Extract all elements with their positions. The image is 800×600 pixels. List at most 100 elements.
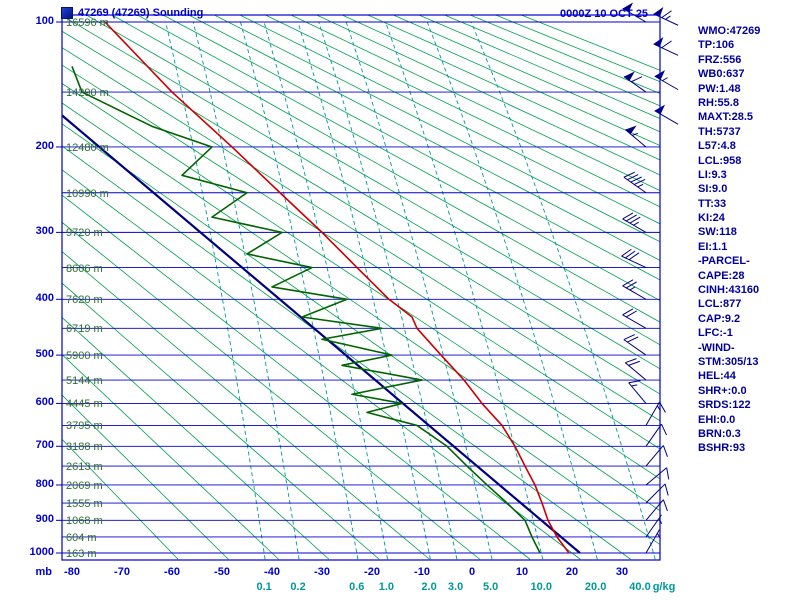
height-label: 4445 m xyxy=(66,398,103,411)
dry-adiabat-line xyxy=(418,15,660,119)
mixing-ratio-label: 20.0 xyxy=(584,581,607,593)
temp-tick-label: 30 xyxy=(615,566,629,578)
wind-barb xyxy=(622,279,647,300)
pressure-tick-label: 700 xyxy=(35,439,54,452)
stats-line: SRDS:122 xyxy=(698,399,751,412)
temp-tick-label: 20 xyxy=(565,566,579,578)
wind-barb xyxy=(654,70,679,91)
stats-line: TP:106 xyxy=(698,39,735,52)
stats-line: TT:33 xyxy=(698,197,727,210)
stats-line: PW:1.48 xyxy=(698,82,741,95)
temp-tick-label: -70 xyxy=(114,566,130,578)
stats-line: KI:24 xyxy=(698,212,725,225)
wind-barb xyxy=(623,334,647,356)
temp-tick-label: -40 xyxy=(264,566,280,578)
datetime-label: 0000Z 10 OCT 25 xyxy=(560,8,649,20)
height-label: 5900 m xyxy=(66,350,103,363)
dry-adiabat-line xyxy=(341,15,660,161)
height-label: 3188 m xyxy=(66,441,103,454)
temp-tick-label: 10 xyxy=(515,566,529,578)
stats-line: STM:305/13 xyxy=(698,355,759,368)
dry-adiabat-line xyxy=(367,15,660,147)
pressure-tick-label: 600 xyxy=(35,396,54,409)
stats-line: L57:4.8 xyxy=(698,140,736,153)
mixing-ratio-label: 40.0 xyxy=(629,581,651,593)
wind-barb xyxy=(628,380,647,404)
wind-barb xyxy=(622,308,647,329)
stats-panel: WMO:47269 TP:106 FRZ:556 WB0:637 PW:1.48 RH:5… xyxy=(698,24,760,456)
dry-adiabat-line xyxy=(62,47,660,422)
dry-adiabat-line xyxy=(62,169,581,560)
temp-tick-label: -60 xyxy=(164,566,180,578)
wind-barb xyxy=(622,212,647,233)
mixing-ratio-line xyxy=(192,21,300,560)
wind-barb xyxy=(624,358,647,381)
dry-adiabat-line xyxy=(62,221,480,560)
temp-tick-label: -50 xyxy=(214,566,230,578)
height-label: 10990 m xyxy=(66,187,109,200)
wind-barb xyxy=(653,37,679,56)
pressure-tick-label: 900 xyxy=(35,513,54,526)
height-label: 6719 m xyxy=(66,323,103,336)
height-label: 2613 m xyxy=(66,461,103,474)
pressure-tick-label: 400 xyxy=(35,292,54,305)
mixing-ratio-line xyxy=(165,21,266,560)
temp-tick-label: -30 xyxy=(314,566,330,578)
stats-line: TH:5737 xyxy=(698,125,741,138)
wind-barb xyxy=(624,125,647,148)
dry-adiabat-line xyxy=(188,15,660,261)
temperature-curve xyxy=(104,21,570,554)
stats-line: BRN:0.3 xyxy=(698,427,741,440)
dry-adiabat-line xyxy=(111,15,660,323)
height-label: 5144 m xyxy=(66,375,103,388)
height-label: 12480 m xyxy=(66,141,109,154)
stats-line: RH:55.8 xyxy=(698,96,739,109)
height-label: 16596 m xyxy=(66,17,109,29)
dry-adiabat-line xyxy=(62,438,179,560)
stats-line: MAXT:28.5 xyxy=(698,111,754,124)
wind-barb xyxy=(621,248,647,268)
dry-adiabat-line xyxy=(392,15,660,133)
dry-adiabat-line xyxy=(62,316,330,560)
height-label: 1068 m xyxy=(66,515,103,528)
stats-line: WB0:637 xyxy=(698,68,745,81)
pressure-tick-label: 800 xyxy=(35,477,54,490)
dry-adiabat-line xyxy=(62,145,631,560)
mixing-ratio-line xyxy=(345,21,493,560)
dry-adiabat-line xyxy=(62,251,430,560)
dry-adiabat-line xyxy=(85,15,660,346)
dry-adiabat-line xyxy=(62,123,660,546)
dry-adiabat-line xyxy=(62,194,531,560)
dry-adiabat-line xyxy=(62,64,660,450)
temp-tick-label: -80 xyxy=(64,566,80,578)
mixing-ratio-line xyxy=(470,21,656,560)
height-label: 7620 m xyxy=(66,294,103,307)
mixing-ratio-label: 2.0 xyxy=(421,581,437,593)
dry-adiabat-line xyxy=(137,15,660,301)
height-label: 9720 m xyxy=(66,227,103,240)
dry-adiabat-line xyxy=(62,30,660,395)
mixing-ratio-label: 0.6 xyxy=(349,581,365,593)
stats-line: LI:9.3 xyxy=(698,168,727,181)
wind-barb xyxy=(645,483,669,504)
temp-tick-label: -20 xyxy=(364,566,380,578)
mixing-ratio-unit-label: g/kg xyxy=(652,581,676,593)
mixing-ratio-line xyxy=(297,21,431,560)
wind-barb xyxy=(645,423,668,447)
wind-barb xyxy=(654,104,679,125)
mixing-ratio-line xyxy=(385,21,544,560)
height-label: 163 m xyxy=(66,548,97,560)
stats-line: -PARCEL- xyxy=(698,255,750,268)
app-icon[interactable] xyxy=(61,7,73,19)
mixing-ratio-label: 0.2 xyxy=(290,581,306,593)
dry-adiabat-line xyxy=(265,15,660,208)
wind-barb xyxy=(653,6,679,26)
dry-adiabat-line xyxy=(290,15,660,191)
dry-adiabat-line xyxy=(62,394,229,560)
stats-line: CAPE:28 xyxy=(698,269,745,282)
grid-layer xyxy=(62,15,660,560)
height-label: 1555 m xyxy=(66,498,103,511)
dry-adiabat-line xyxy=(62,354,279,560)
